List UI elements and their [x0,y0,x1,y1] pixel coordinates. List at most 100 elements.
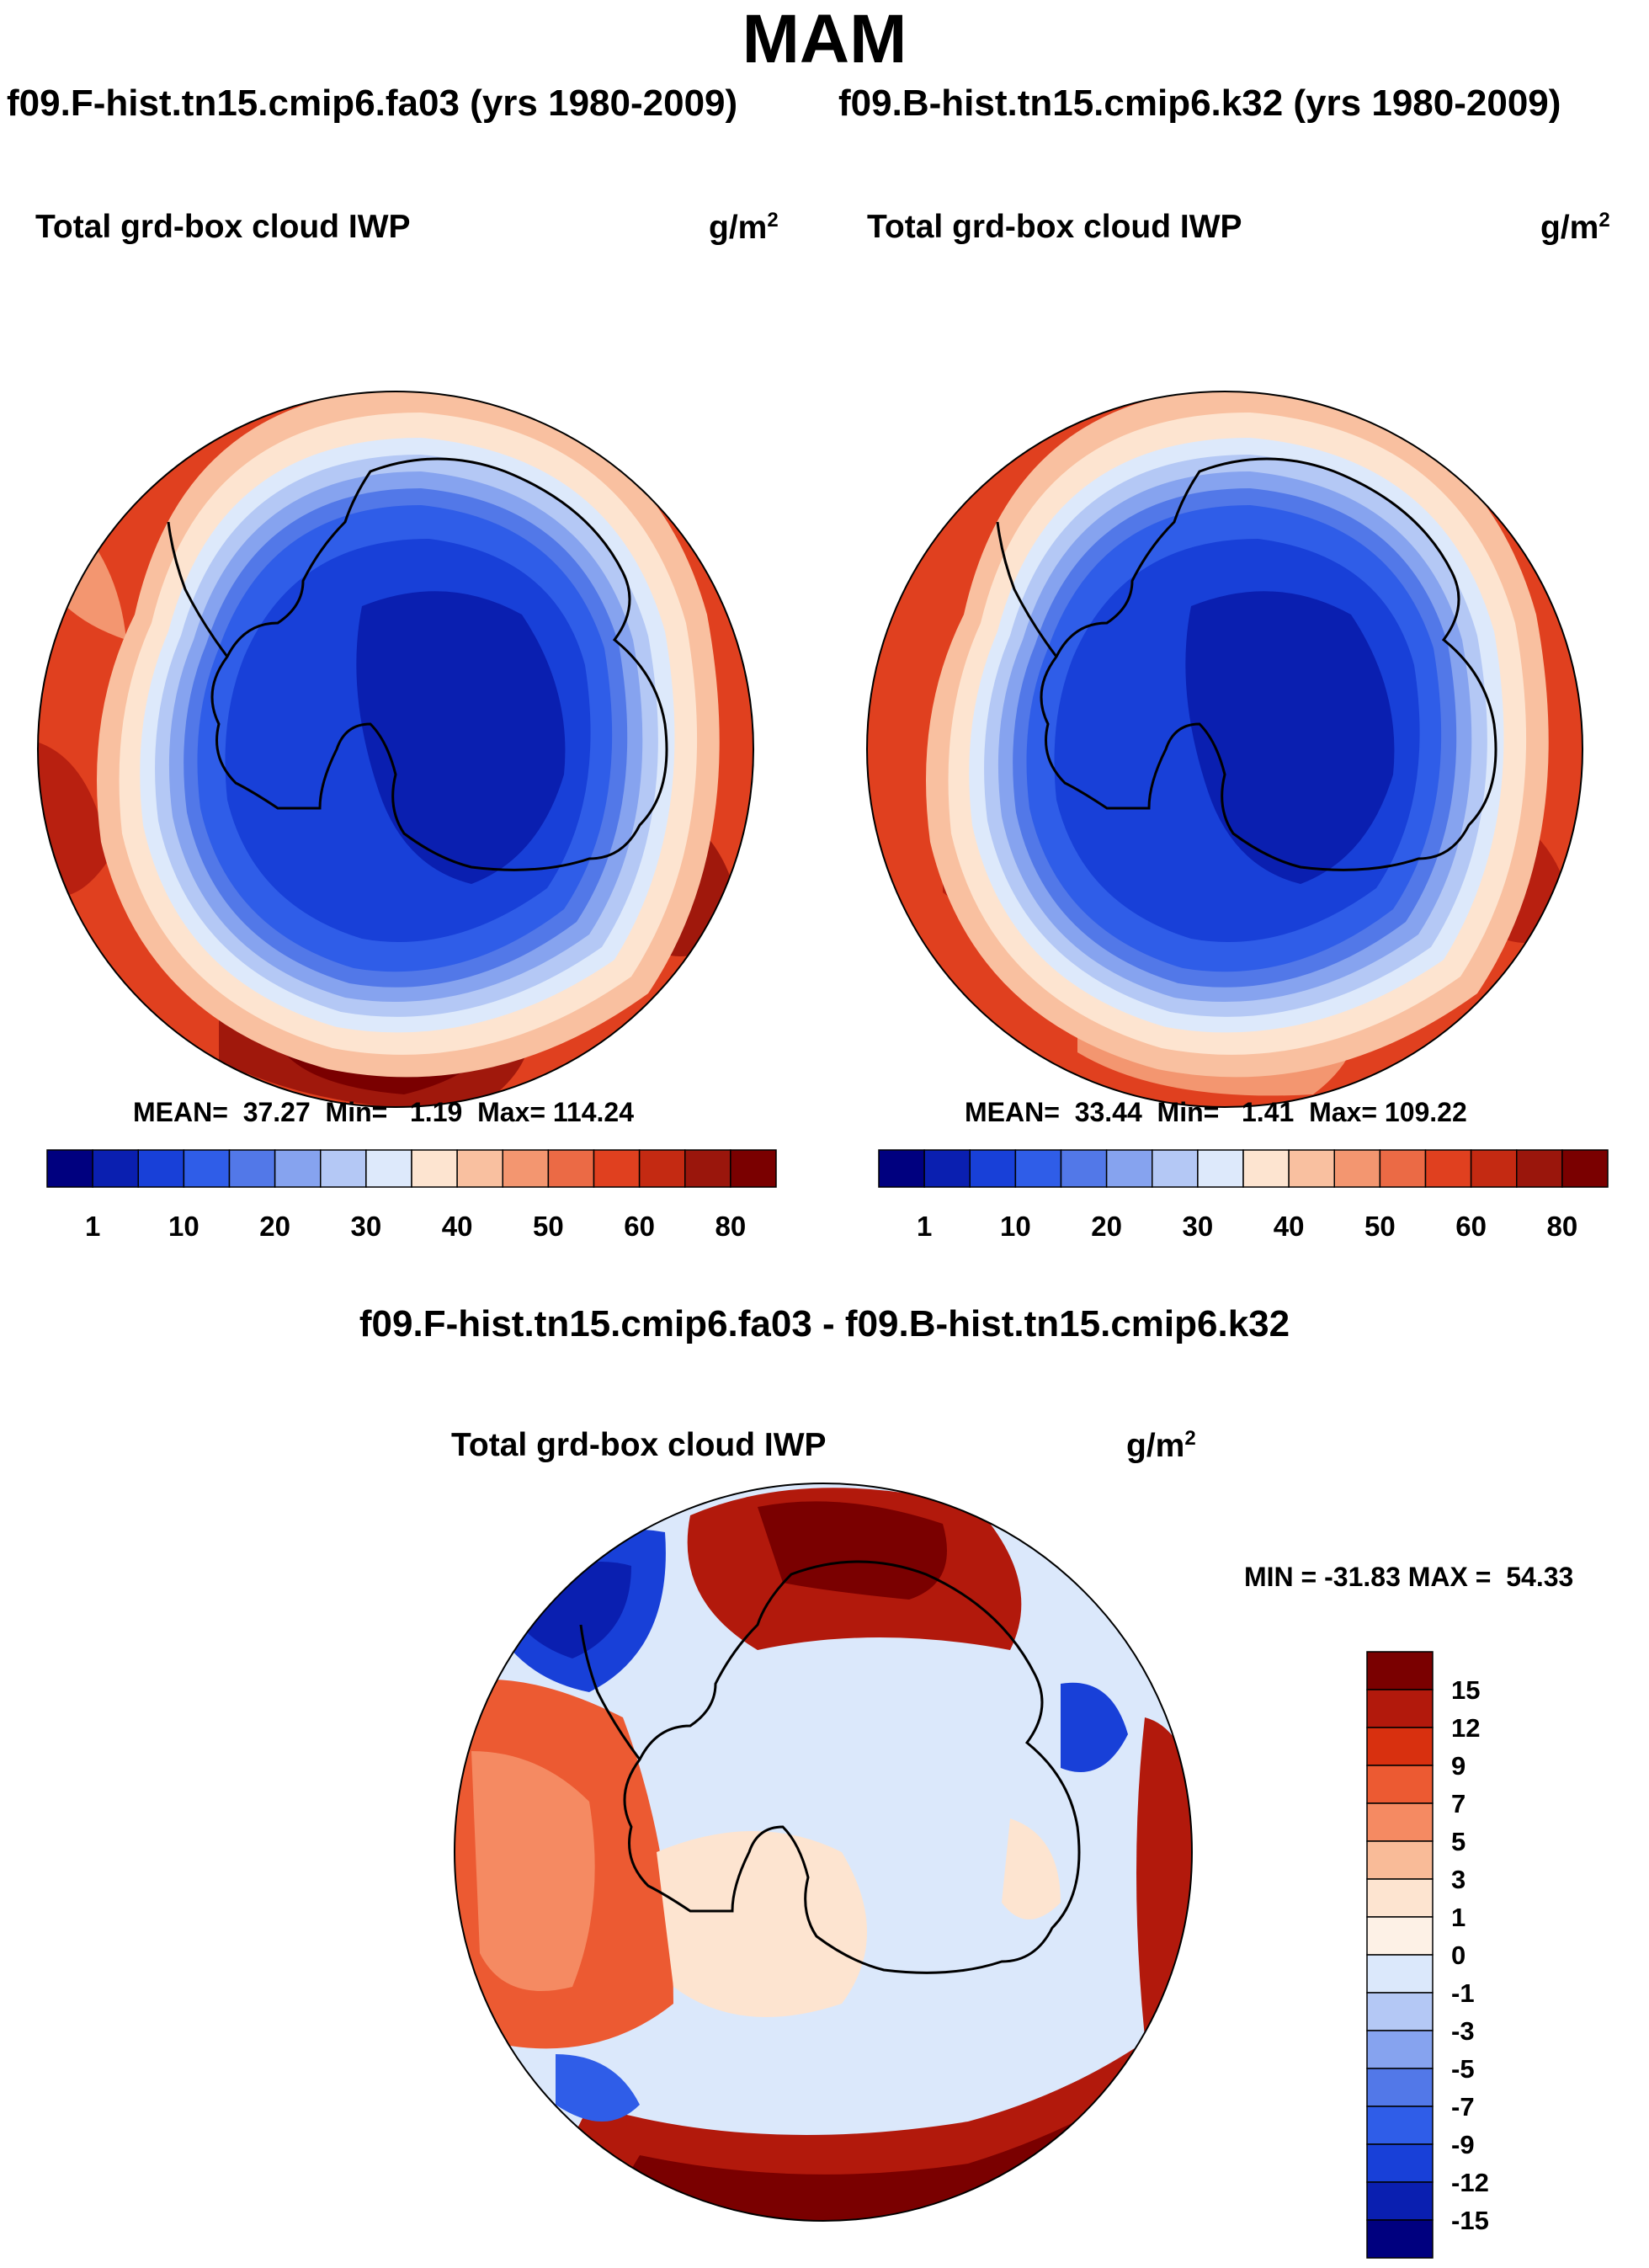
right-colorbar-box [1197,1149,1244,1188]
left-colorbar-box [365,1149,412,1188]
figure-title: MAM [742,1,907,77]
left-colorbar-box [456,1149,503,1188]
left-units-label: g/m2 [709,209,779,247]
diff-colorbar-tick-label: 12 [1451,1713,1480,1743]
left-map-core [356,591,566,884]
diff-units-label: g/m2 [1126,1427,1196,1465]
left-colorbar-box [320,1149,367,1188]
right-colorbar-box [1105,1149,1153,1188]
diff-colorbar-tick-label: 15 [1451,1675,1480,1705]
right-case-title: f09.B-hist.tn15.cmip6.k32 (yrs 1980-2009… [838,83,1561,124]
right-max-value: 109.22 [1384,1097,1467,1127]
diff-colorbar-box [1366,1802,1434,1842]
right-colorbar-tick-label: 30 [1183,1211,1214,1242]
right-colorbar-box [1242,1149,1290,1188]
left-colorbar-tick-label: 20 [259,1211,290,1242]
diff-colorbar-box [1366,1954,1434,1994]
right-colorbar-box [1516,1149,1563,1188]
diff-colorbar-tick-label: 9 [1451,1751,1465,1781]
left-min-label: Min= [325,1097,388,1127]
diff-colorbar-tick-label: -9 [1451,2130,1475,2159]
left-map-peninsula [167,521,229,658]
left-map-border [37,391,754,1108]
left-colorbar-tick-label: 50 [533,1211,564,1242]
diff-colorbar-tick-label: 5 [1451,1827,1465,1856]
diff-colorbar-box [1366,1651,1434,1690]
diff-colorbar-box [1366,1878,1434,1918]
left-colorbar-box [502,1149,550,1188]
right-colorbar-tick-label: 40 [1274,1211,1305,1242]
diff-colorbar-box [1366,1689,1434,1728]
left-max-value: 114.24 [552,1097,634,1127]
left-map-patch-ne-core [539,391,741,438]
right-stats: MEAN= 33.44 Min= 1.41 Max= 109.22 [965,1097,1467,1128]
left-colorbar-tick-label: 10 [168,1211,199,1242]
diff-colorbar-tick-label: 3 [1451,1865,1465,1894]
left-colorbar-box [137,1149,185,1188]
right-colorbar-box [1470,1149,1518,1188]
right-colorbar-tick-label: 1 [917,1211,932,1242]
left-colorbar-box [92,1149,139,1188]
right-colorbar-box [1014,1149,1062,1188]
diff-colorbar-box [1366,2030,1434,2069]
diff-map-west-warm-inner [471,1751,595,1991]
diff-map-east-band [1136,1717,1192,2037]
right-min-value: 1.41 [1242,1097,1295,1127]
left-colorbar-box [730,1149,777,1188]
left-colorbar-box [411,1149,458,1188]
left-variable-label: Total grd-box cloud IWP [35,209,411,245]
right-units-base: g/m [1540,210,1599,246]
left-mean-value: 37.27 [242,1097,311,1127]
right-map [867,391,1583,1107]
left-colorbar-tick-label: 80 [715,1211,747,1242]
right-colorbar-box [1060,1149,1108,1188]
diff-colorbar-tick-label: -12 [1451,2168,1489,2197]
left-case-title: f09.F-hist.tn15.cmip6.fa03 (yrs 1980-200… [7,83,738,124]
left-colorbar-tick-label: 40 [442,1211,473,1242]
right-colorbar-box [1561,1149,1609,1188]
diff-colorbar: 15 12 9 7 5 3 1 0 -1 -3 -5 -7 -9 -12 -15 [1366,1651,1489,2259]
diff-colorbar-box [1366,2143,1434,2183]
right-colorbar-tick-label: 20 [1091,1211,1122,1242]
right-colorbar-box [923,1149,971,1188]
right-max-label: Max= [1309,1097,1377,1127]
right-colorbar-box [1288,1149,1335,1188]
left-units-base: g/m [709,210,768,246]
left-map-coastline [210,457,668,871]
diff-colorbar-box [1366,1765,1434,1804]
left-colorbar: 1 10 20 30 40 50 60 80 [46,1149,777,1242]
left-max-label: Max= [477,1097,545,1127]
right-colorbar-box [1333,1149,1381,1188]
right-map-border [866,391,1583,1108]
right-units-label: g/m2 [1540,209,1610,247]
left-colorbar-box [228,1149,276,1188]
diff-colorbar-box [1366,2219,1434,2259]
diff-units-exp: 2 [1184,1427,1196,1450]
left-colorbar-tick-label: 1 [85,1211,100,1242]
left-stats: MEAN= 37.27 Min= 1.19 Max= 114.24 [133,1097,634,1128]
diff-map-interior-peach [657,1831,867,2017]
diff-units-base: g/m [1126,1428,1185,1464]
left-min-value: 1.19 [410,1097,463,1127]
left-colorbar-box [46,1149,93,1188]
diff-variable-label: Total grd-box cloud IWP [451,1427,827,1463]
diff-colorbar-tick-label: 0 [1451,1941,1465,1970]
right-map-coastline [1040,457,1497,871]
right-map-patch-ne-core [1364,391,1583,438]
left-colorbar-box [593,1149,641,1188]
diff-map-peninsula [579,1624,641,1760]
right-colorbar-tick-label: 50 [1364,1211,1396,1242]
diff-colorbar-box [1366,1916,1434,1956]
left-mean-label: MEAN= [133,1097,228,1127]
right-variable-label: Total grd-box cloud IWP [867,209,1242,245]
diff-colorbar-box [1366,2181,1434,2221]
left-colorbar-tick-label: 30 [351,1211,382,1242]
right-colorbar-tick-label: 60 [1455,1211,1487,1242]
diff-colorbar-box [1366,2106,1434,2145]
diff-colorbar-tick-label: -1 [1451,1978,1475,2008]
left-colorbar-tick-label: 60 [624,1211,655,1242]
left-colorbar-box [684,1149,731,1188]
left-colorbar-box [547,1149,595,1188]
diff-colorbar-tick-label: -5 [1451,2054,1475,2084]
